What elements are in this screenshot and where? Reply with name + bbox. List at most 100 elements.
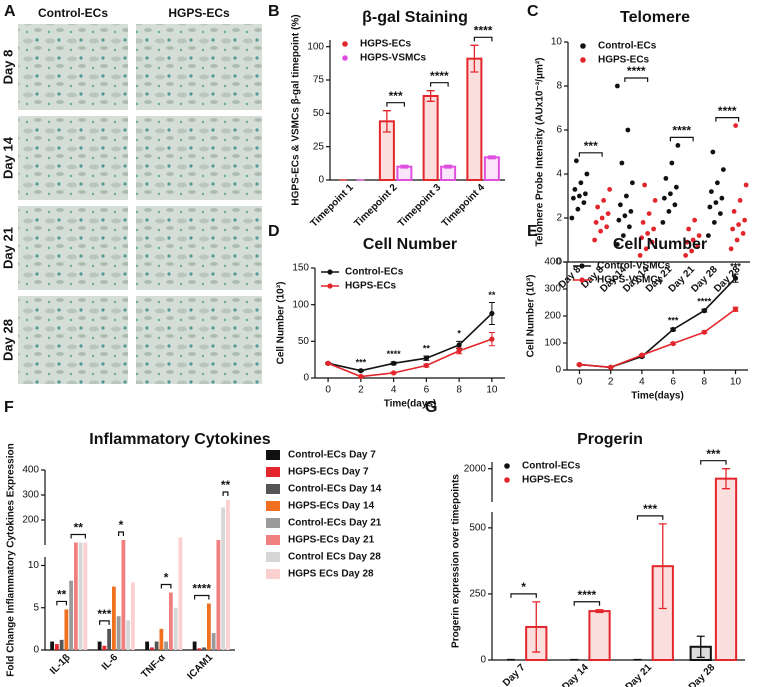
bar <box>121 540 126 650</box>
y-axis-label: Progerin expression over timepoints <box>451 474 462 648</box>
significance-bracket <box>56 600 67 606</box>
marker <box>358 368 364 374</box>
bar <box>111 586 116 650</box>
legend-label: Control-ECs Day 7 <box>288 450 376 461</box>
significance-label: * <box>164 571 169 585</box>
chart-title: β-gal Staining <box>362 9 468 26</box>
marker <box>391 370 397 376</box>
micrograph <box>18 116 128 200</box>
y-tick-label: 250 <box>469 589 486 600</box>
bar <box>178 537 183 650</box>
legend-marker <box>327 269 333 275</box>
bar <box>396 165 413 182</box>
significance-bracket <box>669 136 694 142</box>
legend-marker <box>504 463 510 469</box>
x-tick-label: 10 <box>730 377 742 388</box>
x-tick-label: 2 <box>358 385 364 396</box>
data-point <box>578 180 584 186</box>
bar <box>69 580 74 650</box>
bar <box>107 628 112 650</box>
y-tick-label: 5 <box>33 602 39 613</box>
significance-label: **** <box>718 104 737 118</box>
significance-label: **** <box>474 24 493 38</box>
x-tick-label: 0 <box>325 385 331 396</box>
legend-label: HGPS-ECs <box>522 475 574 486</box>
data-point <box>576 193 582 199</box>
significance-label: * <box>521 580 526 594</box>
bar <box>466 57 483 182</box>
legend-label: Control-ECs Day 14 <box>288 484 382 495</box>
panel-label: C <box>527 3 539 20</box>
data-point <box>573 158 579 164</box>
x-axis-label: Time(days) <box>631 391 684 402</box>
x-tick-label: Day 28 <box>687 662 718 687</box>
micrograph <box>18 206 128 290</box>
bar <box>73 542 78 650</box>
bar <box>64 609 69 650</box>
data-point <box>601 198 607 203</box>
legend-label: HGPS-VSMCs <box>597 275 664 286</box>
y-tick-label: 2 <box>556 213 562 224</box>
error-bar <box>633 658 642 661</box>
bar <box>440 165 457 182</box>
x-tick-label: Timepoint 3 <box>396 182 444 230</box>
line <box>579 308 736 369</box>
data-point <box>663 176 669 181</box>
data-point <box>730 226 736 232</box>
data-point <box>705 233 711 239</box>
significance-bracket <box>473 36 493 42</box>
legend-label: HGPS-ECs <box>360 39 412 50</box>
y-axis-label: Fold Change Inflammatory Cytokines Expre… <box>6 443 17 676</box>
data-point <box>660 220 666 225</box>
marker <box>489 310 495 317</box>
marker <box>456 342 462 348</box>
legend-label: HGPS ECs Day 28 <box>288 569 374 580</box>
marker <box>456 348 462 354</box>
error-bar <box>382 110 391 133</box>
bar <box>192 641 197 650</box>
y-tick-label: 400 <box>22 465 39 476</box>
data-point <box>637 253 643 258</box>
data-point <box>642 182 648 188</box>
data-point <box>692 217 698 223</box>
data-point <box>743 182 749 188</box>
significance-label: **** <box>627 64 646 78</box>
legend-marker <box>266 535 280 545</box>
marker <box>391 360 397 366</box>
data-point <box>599 215 605 221</box>
data-point <box>592 237 598 243</box>
y-tick-label: 10 <box>28 560 40 571</box>
x-tick-label: ICAM1 <box>185 652 215 682</box>
data-point <box>620 233 626 239</box>
legend-marker <box>579 277 585 283</box>
marker <box>423 355 429 361</box>
chart-title: Inflammatory Cytokines <box>89 431 270 448</box>
legend-marker <box>266 467 280 477</box>
bar <box>126 620 131 650</box>
y-tick-label: 150 <box>292 263 309 274</box>
error-bar <box>696 635 705 659</box>
y-tick-label: 0 <box>555 365 561 376</box>
bar <box>50 641 55 650</box>
significance-label: **** <box>697 297 712 307</box>
y-axis-label: Telomere Probe Intensity (AUx10⁻³/μm²) <box>535 57 546 246</box>
significance-bracket <box>160 583 172 589</box>
legend-label: HGPS-VSMCs <box>360 53 427 64</box>
y-tick-label: 0 <box>303 373 309 384</box>
data-point <box>645 231 651 236</box>
bar <box>83 542 88 650</box>
significance-bracket <box>118 531 124 536</box>
data-point <box>629 180 635 186</box>
data-point <box>686 226 692 232</box>
bar <box>97 641 102 650</box>
data-point <box>639 235 645 241</box>
y-tick-label: 0 <box>556 257 562 268</box>
marker <box>325 360 331 366</box>
x-tick-label: IL-6 <box>100 652 121 673</box>
x-tick-label: 10 <box>486 385 498 396</box>
x-tick-label: Timepoint 4 <box>440 182 488 230</box>
bar <box>145 641 150 650</box>
data-point <box>614 242 620 247</box>
significance-bracket <box>430 82 449 87</box>
